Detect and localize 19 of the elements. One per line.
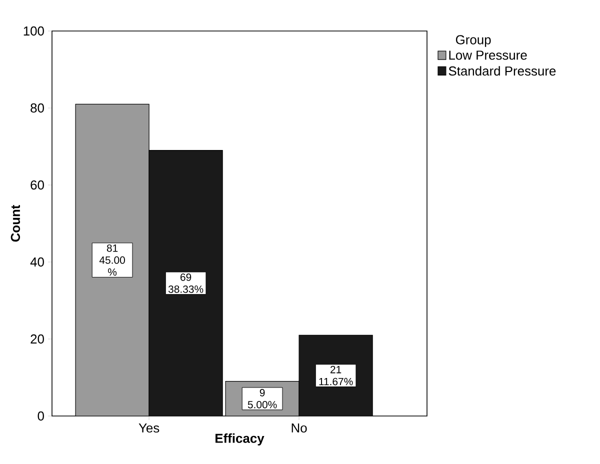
y-tick-label: 60 [30,180,44,190]
bar [148,150,223,416]
x-tick-label: No [292,424,307,433]
y-tick-label: 0 [38,411,44,421]
y-tick-label: 80 [30,103,44,113]
legend-label: Standard Pressure [448,66,556,76]
y-tick-label: 20 [30,334,44,344]
legend-title: Group [456,35,491,47]
data-label: 9 5.00% [248,389,277,408]
legend-label: Low Pressure [449,50,527,60]
x-axis-title: Efficacy [216,433,264,446]
x-tick-label: Yes [138,424,160,433]
y-tick-label: 100 [24,26,44,36]
bar [75,104,150,416]
data-label: 81 45.00 % [99,244,125,276]
y-axis-title: Count [10,204,20,242]
y-tick-label: 40 [30,257,44,267]
data-label: 21 11.67% [319,366,353,386]
data-label: 69 38.33% [168,274,204,293]
